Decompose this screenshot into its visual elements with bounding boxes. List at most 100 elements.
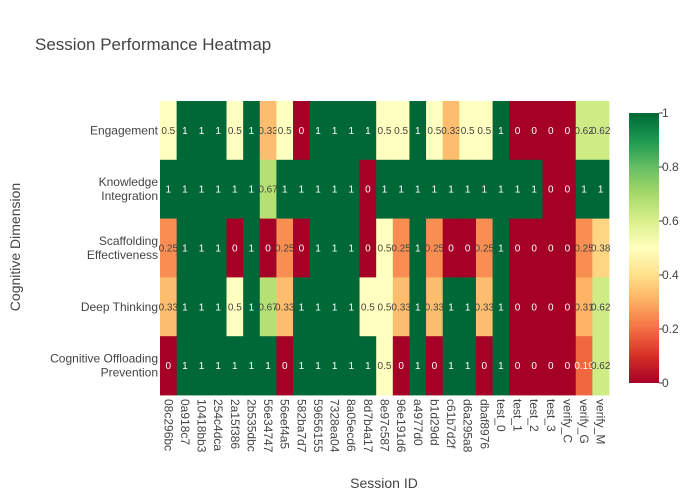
heatmap-cell	[359, 336, 377, 396]
heatmap-cell	[160, 159, 178, 219]
heatmap-cell	[575, 159, 593, 219]
x-tick-label: 59656155	[311, 399, 325, 453]
cell-value-label: 0.25	[159, 244, 179, 255]
cell-value-label: 1	[332, 361, 338, 372]
x-tick-label: test_0	[494, 399, 508, 432]
x-axis-ticks: 08c296bc 0a918c7 10418bb3 254c4dca 2a15f386 2…	[161, 399, 607, 453]
heatmap-cell	[376, 277, 394, 337]
cell-value-label: 0.5	[477, 126, 491, 137]
heatmap-cell	[160, 101, 178, 161]
cell-value-label: 1	[598, 185, 604, 196]
cell-value-label: 0.25	[475, 244, 495, 255]
heatmap-cell	[459, 101, 477, 161]
heatmap-cell	[376, 159, 394, 219]
heatmap-cell	[309, 101, 327, 161]
x-tick-label: 254c4dca	[211, 399, 225, 451]
heatmap-cell	[193, 218, 211, 278]
heatmap-cell	[559, 101, 577, 161]
heatmap-cell	[575, 101, 593, 161]
cell-value-label: 1	[215, 361, 221, 372]
heatmap-cell	[509, 218, 527, 278]
heatmap-cell	[243, 336, 261, 396]
cell-value-label: 1	[465, 361, 471, 372]
cell-value-label: 0	[515, 361, 521, 372]
cell-value-label: 0.38	[591, 244, 611, 255]
cell-value-label: 1	[365, 126, 371, 137]
cell-value-label: 1	[348, 185, 354, 196]
cell-value-label: 0.62	[574, 126, 594, 137]
cell-value-label: 1	[299, 361, 305, 372]
heatmap-cell	[525, 159, 543, 219]
cell-value-label: 1	[498, 302, 504, 313]
colorbar-tick-label: 0.2	[662, 322, 679, 336]
cell-value-label: 0	[465, 244, 471, 255]
cell-value-label: 0	[365, 244, 371, 255]
cell-value-label: 1	[498, 126, 504, 137]
heatmap-cell	[342, 277, 360, 337]
cell-value-label: 1	[332, 302, 338, 313]
cell-value-label: 1	[382, 185, 388, 196]
y-tick-label: Deep Thinking	[81, 300, 158, 314]
heatmap-cell	[259, 336, 277, 396]
heatmap-cell	[525, 336, 543, 396]
cell-value-label: 1	[215, 185, 221, 196]
heatmap-cell	[209, 336, 227, 396]
heatmap-cell	[376, 218, 394, 278]
cell-value-label: 0	[548, 185, 554, 196]
heatmap-cell	[409, 277, 427, 337]
cell-value-label: 0.31	[574, 302, 594, 313]
cell-value-label: 0.67	[258, 185, 278, 196]
cell-value-label: 0.19	[574, 361, 594, 372]
heatmap-cell	[160, 218, 178, 278]
heatmap-cell	[226, 159, 244, 219]
chart-title: Session Performance Heatmap	[35, 35, 271, 54]
cell-value-label: 0	[531, 244, 537, 255]
cell-value-label: 0.5	[278, 126, 292, 137]
heatmap-cell	[592, 218, 610, 278]
cell-value-label: 1	[332, 244, 338, 255]
heatmap-cell	[409, 336, 427, 396]
cell-value-label: 0	[166, 361, 172, 372]
heatmap-cell	[209, 101, 227, 161]
heatmap-cell	[426, 218, 444, 278]
x-tick-label: 8d7b4a17	[361, 399, 375, 453]
heatmap-cell	[542, 101, 560, 161]
cell-value-label: 1	[348, 126, 354, 137]
heatmap-cell	[359, 159, 377, 219]
heatmap-cell	[342, 336, 360, 396]
heatmap-cell	[592, 277, 610, 337]
heatmap-cell	[559, 336, 577, 396]
cell-value-label: 1	[398, 185, 404, 196]
cell-value-label: 0	[548, 244, 554, 255]
cell-value-label: 1	[182, 244, 188, 255]
heatmap-cell	[160, 336, 178, 396]
cell-value-label: 0.33	[258, 126, 278, 137]
heatmap-cell	[326, 101, 344, 161]
heatmap-cell	[359, 101, 377, 161]
heatmap-cell	[409, 218, 427, 278]
cell-value-label: 0	[565, 361, 571, 372]
cell-value-label: 1	[215, 244, 221, 255]
x-tick-label: c61b7d2f	[444, 399, 458, 449]
cell-value-label: 1	[265, 361, 271, 372]
cell-value-label: 1	[249, 185, 255, 196]
colorbar-tick-label: 0	[662, 376, 669, 390]
x-tick-label: 56e34747	[261, 399, 275, 453]
cell-value-label: 1	[498, 185, 504, 196]
heatmap-cell	[193, 277, 211, 337]
cell-value-label: 1	[415, 361, 421, 372]
cell-value-label: 1	[531, 185, 537, 196]
heatmap-cell	[226, 277, 244, 337]
cell-value-label: 0	[481, 361, 487, 372]
cell-value-label: 0.5	[378, 361, 392, 372]
x-tick-label: dbaf8976	[477, 399, 491, 449]
cell-value-label: 1	[232, 185, 238, 196]
cell-value-label: 0.5	[378, 126, 392, 137]
heatmap-cell	[492, 336, 510, 396]
heatmap-cell	[226, 336, 244, 396]
cell-value-label: 0	[265, 244, 271, 255]
heatmap-cell	[442, 218, 460, 278]
heatmap-cell	[276, 336, 294, 396]
heatmap-cell	[276, 159, 294, 219]
x-tick-label: test_3	[544, 399, 558, 432]
